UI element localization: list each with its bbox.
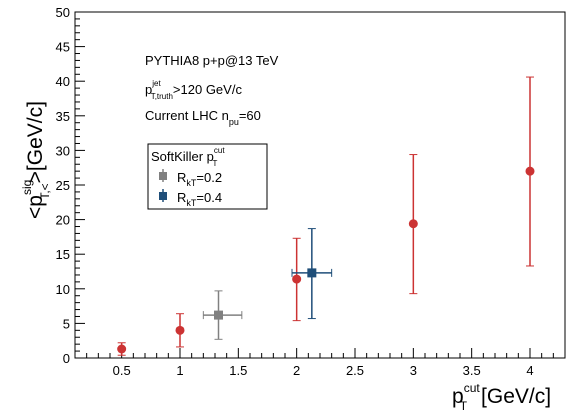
y-axis-title-sup: sig (20, 180, 34, 195)
y-axis-title-pre: <p (24, 195, 47, 219)
y-tick-label: 35 (56, 109, 70, 124)
x-axis-title: pcut T [GeV/c] (452, 381, 551, 413)
x-tick-label: 3.5 (463, 363, 481, 378)
circle-marker (292, 274, 302, 284)
legend-box (147, 143, 268, 210)
square-marker (307, 268, 317, 278)
data-point-s0-0 (117, 342, 127, 356)
y-tick-label: 20 (56, 213, 70, 228)
data-point-s0-2 (292, 237, 302, 322)
legend-r02-label: RkT=0.2 (177, 170, 222, 188)
data-point-s1-0 (202, 290, 243, 340)
y-tick-label: 40 (56, 74, 70, 89)
y-tick-label: 50 (56, 5, 70, 20)
legend-r04-rest: =0.4 (196, 190, 222, 205)
y-tick-label: 25 (56, 178, 70, 193)
legend-entry-r04: RkT=0.4 (159, 189, 222, 208)
x-tick-label: 2 (293, 363, 300, 378)
legend-r04-label: RkT=0.4 (177, 190, 222, 208)
y-tick-label: 5 (63, 316, 70, 331)
annotation-pileup: Current LHC npu=60 (145, 108, 261, 127)
y-tick-label: 45 (56, 40, 70, 55)
x-tick-label: 1 (176, 363, 183, 378)
y-axis-title-sub: T,< (38, 183, 52, 199)
legend-r04-marker (159, 192, 167, 200)
legend-title: SoftKiller pcut T (151, 146, 225, 168)
x-axis-title-sup: cut (464, 381, 481, 395)
legend-r04-base: R (177, 190, 186, 205)
legend-title-sub: T (213, 159, 218, 168)
data-point-s2-0 (291, 228, 333, 320)
x-axis-title-unit: [GeV/c] (481, 385, 551, 408)
data-point-s0-3 (408, 154, 418, 295)
y-tick-label: 10 (56, 282, 70, 297)
x-tick-label: 2.5 (346, 363, 364, 378)
circle-marker (175, 325, 185, 335)
annotation-generator: PYTHIA8 p+p@13 TeV (145, 53, 279, 68)
data-point-s0-1 (175, 313, 185, 348)
annotation-jet-cut-base: p (145, 82, 152, 97)
legend-title-base: SoftKiller p (151, 149, 214, 164)
annotation-jet-cut: pjet T,truth>120 GeV/c (145, 79, 242, 101)
legend: SoftKiller pcut T RkT=0.2 RkT=0.4 (147, 143, 268, 210)
x-tick-label: 1.5 (229, 363, 247, 378)
circle-marker (408, 219, 418, 229)
square-marker (214, 310, 223, 320)
annotation-jet-cut-sub: T,truth (151, 92, 173, 101)
x-axis-title-base: p (452, 385, 464, 408)
y-axis-title: <psig T,<>[GeV/c] (20, 101, 52, 219)
x-tick-label: 4 (526, 363, 533, 378)
marks-layer (117, 76, 535, 356)
y-axis-title-post: >[GeV/c] (24, 101, 47, 183)
y-tick-label: 30 (56, 143, 70, 158)
x-tick-label: 0.5 (113, 363, 131, 378)
y-tick-label: 15 (56, 247, 70, 262)
legend-entry-r02: RkT=0.2 (159, 169, 222, 188)
annotation-pileup-post: =60 (239, 108, 261, 123)
data-point-s0-4 (525, 76, 535, 267)
legend-r02-marker (159, 172, 167, 180)
legend-r04-sub: kT (186, 198, 197, 208)
legend-r02-base: R (177, 170, 186, 185)
annotation-jet-cut-rest: >120 GeV/c (173, 82, 243, 97)
legend-title-sup: cut (214, 146, 225, 155)
legend-r02-sub: kT (186, 178, 197, 188)
annotation-jet-cut-sup: jet (151, 79, 161, 88)
x-tick-label: 3 (410, 363, 417, 378)
circle-marker (525, 166, 535, 176)
annotation-pileup-sub: pu (229, 117, 239, 127)
circle-marker (117, 344, 127, 354)
legend-r02-rest: =0.2 (196, 170, 222, 185)
x-axis-title-sub: T (460, 399, 468, 413)
y-tick-label: 0 (63, 351, 70, 366)
annotation-pileup-pre: Current LHC n (145, 108, 229, 123)
